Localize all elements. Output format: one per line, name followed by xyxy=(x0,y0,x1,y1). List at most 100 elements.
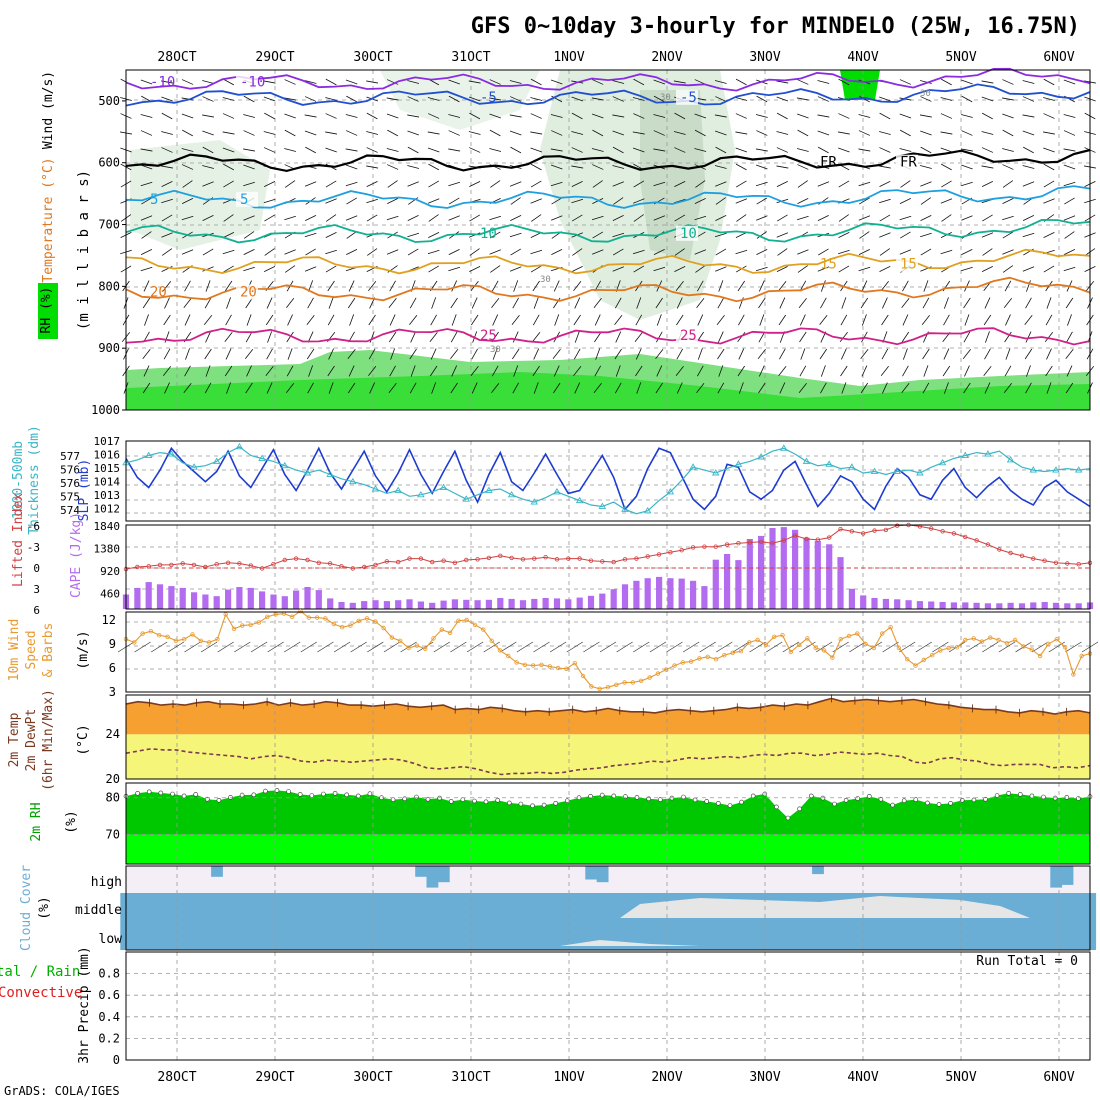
wind-barb xyxy=(923,280,929,292)
wind-barb xyxy=(140,248,153,256)
cloud-bar-low xyxy=(471,921,484,950)
wind-barb xyxy=(489,249,501,255)
contour-label: 20 xyxy=(150,285,167,301)
wind-barb xyxy=(308,365,314,377)
cloud-bar-middle xyxy=(392,893,405,921)
wind-barb xyxy=(838,214,849,222)
rh2m-marker xyxy=(913,797,919,802)
wind-barb xyxy=(325,214,337,222)
wind-barb xyxy=(676,297,683,309)
wind-barb xyxy=(674,248,685,256)
wind-barb xyxy=(386,113,399,119)
wind-barb xyxy=(776,265,788,273)
precip-tick-label: 0 xyxy=(113,1053,120,1067)
wind-barb xyxy=(243,164,255,170)
panel-frame xyxy=(125,782,1091,865)
date-label-top: 28OCT xyxy=(157,50,196,65)
cloud-bar-low xyxy=(574,921,586,950)
slp-thickness-panel: 1017101610151014101310125775765765755741… xyxy=(11,425,1091,535)
lifted-index-marker xyxy=(997,547,1002,552)
wind-speed-marker xyxy=(489,638,494,643)
wind-barb xyxy=(345,130,358,136)
lifted-index-marker xyxy=(475,557,480,562)
wind-barb xyxy=(509,80,522,84)
cloud-bar-high xyxy=(596,866,609,883)
cape-bar xyxy=(928,601,935,609)
cape-bar xyxy=(712,559,719,609)
wind-barb xyxy=(550,79,563,85)
contour-label: 5 xyxy=(150,192,158,208)
wind-barb xyxy=(305,146,317,154)
date-label-bottom: 3NOV xyxy=(749,1070,780,1085)
rh2m-marker xyxy=(355,793,361,799)
date-label-bottom: 4NOV xyxy=(847,1070,878,1085)
cloud-bar-high xyxy=(211,866,223,877)
temp2m-label: (6hr Min/Max) xyxy=(41,689,56,791)
contour-label-bg xyxy=(896,154,918,170)
cape-bar xyxy=(236,587,243,609)
wind-barb xyxy=(530,78,542,86)
date-label-bottom: 30OCT xyxy=(353,1070,392,1085)
temp-contour xyxy=(125,83,1091,107)
contour-label-bg xyxy=(236,74,258,90)
cloud-bar-middle xyxy=(301,893,314,921)
wind-barb xyxy=(776,131,789,135)
wind-barb xyxy=(612,248,624,256)
cape-bar xyxy=(656,576,663,609)
wind-barb xyxy=(776,180,788,188)
wind-barb-10m xyxy=(998,641,1016,653)
wind-barb xyxy=(1022,266,1035,272)
wind-barb xyxy=(284,129,296,137)
cape-bar xyxy=(984,603,991,609)
wind-barb xyxy=(858,248,870,256)
wind-barb xyxy=(388,383,397,393)
lifted-index-marker xyxy=(883,527,889,533)
cape-bar xyxy=(156,584,164,609)
wind-barb-10m xyxy=(1031,641,1049,653)
wind-barb xyxy=(735,147,748,153)
wind-speed-marker xyxy=(697,656,702,661)
wind-barb xyxy=(225,314,232,326)
li-tick-label: -6 xyxy=(27,520,40,533)
cloud-bar-low xyxy=(177,921,189,950)
wind-barb xyxy=(715,197,726,205)
wind-barb xyxy=(778,314,787,326)
wind-barb xyxy=(574,331,580,343)
wind-barb xyxy=(571,131,584,135)
rh2m-marker xyxy=(205,796,210,802)
wind-speed-marker xyxy=(190,632,195,637)
wind-barb xyxy=(184,280,191,292)
wind-barb xyxy=(674,180,686,188)
rh2m-marker xyxy=(297,792,303,797)
lifted-index-marker xyxy=(452,560,458,565)
cloud-bar-low xyxy=(1061,921,1074,950)
cloud-bar-middle xyxy=(211,893,223,921)
wind-barb xyxy=(551,197,563,205)
wind-barb-10m xyxy=(300,641,317,653)
wind-barb xyxy=(222,113,235,119)
wind-barb xyxy=(448,148,461,152)
wind-barb xyxy=(243,231,255,239)
cloud-bar-middle xyxy=(528,893,541,921)
cloud-bar-low xyxy=(392,921,405,950)
cloud-bar-low xyxy=(687,921,700,950)
cloud-bar-low xyxy=(415,921,427,950)
wind-barb xyxy=(448,197,460,205)
cloud-bar-low xyxy=(778,921,790,950)
lifted-index-marker xyxy=(237,561,242,566)
wind-barb xyxy=(161,96,173,102)
wind-barb xyxy=(162,366,172,376)
wind-barb xyxy=(430,314,437,326)
wind-barb xyxy=(551,248,563,256)
wind-barb-10m xyxy=(849,641,866,653)
wind-barb xyxy=(636,382,642,394)
wind-barb xyxy=(512,348,520,360)
wind-barb xyxy=(735,198,748,204)
lifted-index-marker xyxy=(770,541,775,546)
wind-barb xyxy=(407,96,419,102)
wind-speed-marker xyxy=(838,637,843,642)
wind-barb-10m xyxy=(599,641,617,653)
rh2m-marker xyxy=(866,793,872,799)
wind-barb xyxy=(532,280,540,292)
date-label-top: 31OCT xyxy=(451,50,490,65)
